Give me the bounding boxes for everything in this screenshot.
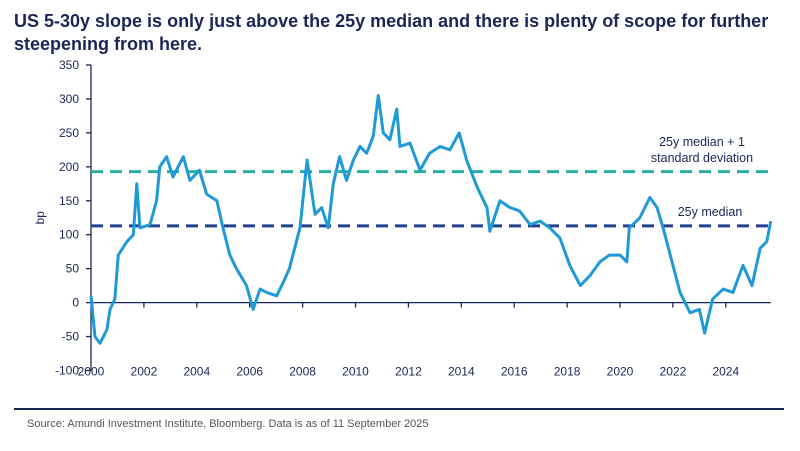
x-tick-label: 2022 — [660, 364, 687, 378]
y-tick-label: 0 — [72, 296, 79, 310]
y-tick-label: 150 — [59, 194, 79, 208]
y-tick-label: 50 — [66, 262, 80, 276]
x-tick-label: 2010 — [342, 364, 369, 378]
x-tick-label: 2018 — [554, 364, 581, 378]
chart-title: US 5-30y slope is only just above the 25… — [14, 11, 769, 54]
upper-band-label-line2: standard deviation — [651, 151, 753, 165]
x-tick-label: 2004 — [183, 364, 210, 378]
y-tick-label: -50 — [62, 330, 80, 344]
x-tick-label: 2016 — [501, 364, 528, 378]
upper-band-label-line1: 25y median + 1 — [659, 135, 745, 149]
x-tick-label: 2002 — [131, 364, 158, 378]
x-tick-label: 2000 — [78, 364, 105, 378]
x-tick-label: 2024 — [712, 364, 739, 378]
y-tick-label: 200 — [59, 160, 79, 174]
y-axis-label: bp — [33, 211, 47, 225]
y-tick-label: 300 — [59, 92, 79, 106]
x-tick-label: 2014 — [448, 364, 475, 378]
y-tick-label: 250 — [59, 126, 79, 140]
x-tick-label: 2020 — [607, 364, 634, 378]
slope-series-line — [89, 94, 773, 345]
source-note: Source: Amundi Investment Institute, Blo… — [27, 418, 429, 430]
x-tick-label: 2012 — [395, 364, 422, 378]
y-tick-label: -100 — [55, 363, 79, 377]
y-tick-label: 100 — [59, 228, 79, 242]
footer-divider — [14, 408, 784, 410]
median-label: 25y median — [678, 205, 743, 219]
x-tick-label: 2006 — [236, 364, 263, 378]
x-tick-label: 2008 — [289, 364, 316, 378]
y-tick-label: 350 — [59, 58, 79, 72]
